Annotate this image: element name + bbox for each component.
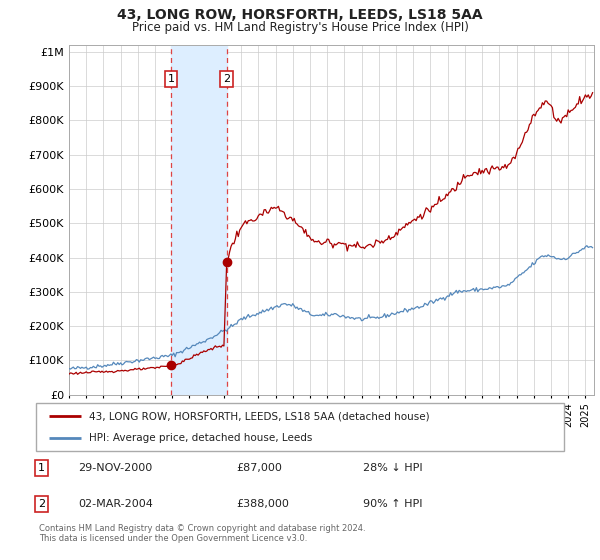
Text: 29-NOV-2000: 29-NOV-2000 <box>78 463 152 473</box>
Text: Contains HM Land Registry data © Crown copyright and database right 2024.
This d: Contains HM Land Registry data © Crown c… <box>39 524 365 543</box>
Text: 90% ↑ HPI: 90% ↑ HPI <box>364 499 423 509</box>
Text: 28% ↓ HPI: 28% ↓ HPI <box>364 463 423 473</box>
Text: 02-MAR-2004: 02-MAR-2004 <box>78 499 153 509</box>
Text: £388,000: £388,000 <box>236 499 290 509</box>
Text: 2: 2 <box>223 74 230 84</box>
Text: 1: 1 <box>38 463 45 473</box>
Text: 43, LONG ROW, HORSFORTH, LEEDS, LS18 5AA (detached house): 43, LONG ROW, HORSFORTH, LEEDS, LS18 5AA… <box>89 411 430 421</box>
Text: 2: 2 <box>38 499 45 509</box>
Text: 1: 1 <box>167 74 175 84</box>
Text: HPI: Average price, detached house, Leeds: HPI: Average price, detached house, Leed… <box>89 433 312 443</box>
Text: £87,000: £87,000 <box>236 463 283 473</box>
Bar <box>171 45 227 395</box>
Text: Price paid vs. HM Land Registry's House Price Index (HPI): Price paid vs. HM Land Registry's House … <box>131 21 469 34</box>
Text: 43, LONG ROW, HORSFORTH, LEEDS, LS18 5AA: 43, LONG ROW, HORSFORTH, LEEDS, LS18 5AA <box>117 8 483 22</box>
